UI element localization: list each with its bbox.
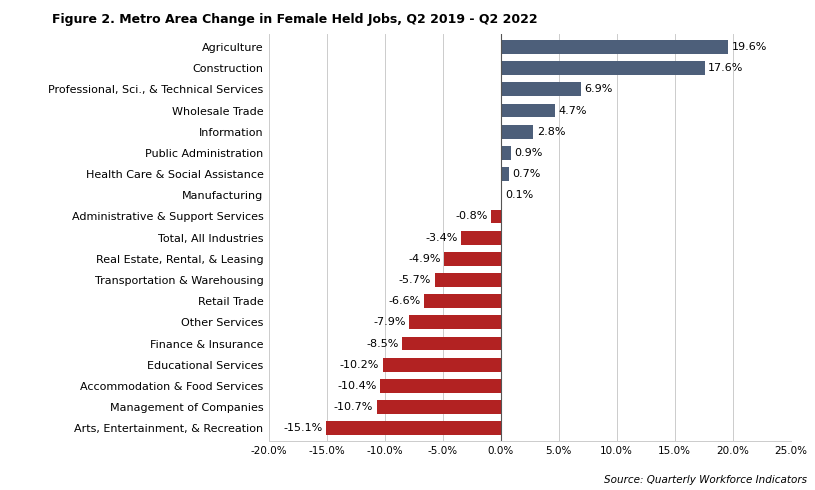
Text: 6.9%: 6.9% (584, 84, 613, 95)
Bar (500, 104, 555, 118)
Bar (381, 379, 500, 393)
Bar (500, 61, 705, 75)
Text: -5.7%: -5.7% (399, 275, 431, 285)
Text: 0.9%: 0.9% (515, 148, 543, 158)
Text: -10.2%: -10.2% (340, 360, 379, 370)
Text: 17.6%: 17.6% (708, 63, 743, 73)
Text: 19.6%: 19.6% (731, 42, 767, 52)
Bar (491, 210, 500, 223)
Bar (500, 125, 533, 139)
Bar (444, 252, 500, 266)
Bar (403, 337, 500, 350)
Bar (500, 167, 509, 181)
Text: 4.7%: 4.7% (559, 105, 588, 116)
Bar (500, 82, 581, 96)
Bar (500, 146, 511, 160)
Text: 0.7%: 0.7% (513, 169, 540, 179)
Bar (434, 273, 500, 287)
Text: -0.8%: -0.8% (456, 212, 488, 221)
Bar (377, 400, 500, 414)
Text: -8.5%: -8.5% (367, 339, 399, 348)
Text: Source: Quarterly Workforce Indicators: Source: Quarterly Workforce Indicators (604, 475, 807, 485)
Text: -15.1%: -15.1% (283, 423, 322, 433)
Bar (461, 231, 500, 245)
Text: -7.9%: -7.9% (373, 318, 406, 327)
Bar (382, 358, 500, 371)
Text: Figure 2. Metro Area Change in Female Held Jobs, Q2 2019 - Q2 2022: Figure 2. Metro Area Change in Female He… (52, 13, 538, 26)
Text: -10.7%: -10.7% (334, 402, 373, 412)
Text: 2.8%: 2.8% (537, 127, 566, 137)
Bar (425, 294, 500, 308)
Text: -10.4%: -10.4% (337, 381, 377, 391)
Text: 0.1%: 0.1% (505, 190, 534, 200)
Bar (409, 316, 500, 329)
Bar (500, 188, 502, 202)
Text: -3.4%: -3.4% (425, 233, 458, 243)
Bar (326, 421, 500, 435)
Bar (500, 40, 728, 54)
Text: -4.9%: -4.9% (408, 254, 440, 264)
Text: -6.6%: -6.6% (389, 296, 421, 306)
